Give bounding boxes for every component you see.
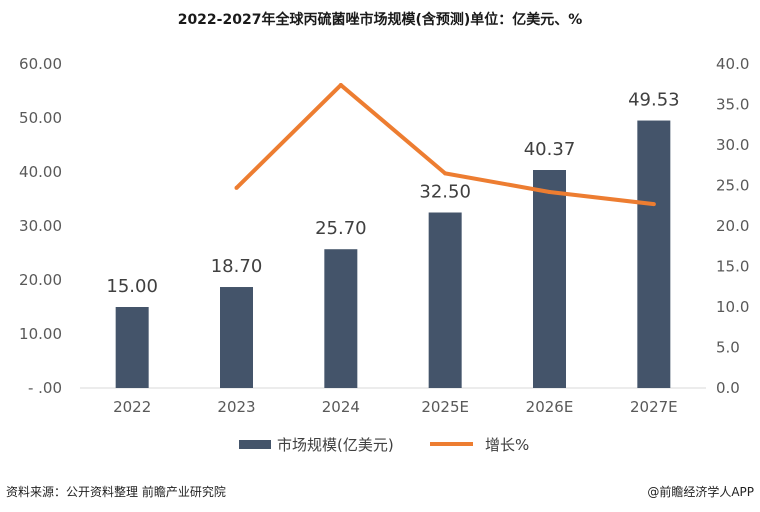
left-tick-label: 10.00 (19, 325, 62, 343)
bar (637, 120, 671, 389)
growth-point (547, 189, 552, 194)
bar (115, 307, 149, 388)
bar-value-label: 25.70 (315, 218, 367, 239)
bar-value-label: 49.53 (628, 90, 680, 111)
right-tick-label: 10.0 (716, 298, 749, 316)
x-tick-label: 2025E (421, 398, 469, 416)
growth-point (234, 185, 239, 190)
line-series (234, 83, 656, 207)
x-tick-label: 2022 (113, 398, 151, 416)
left-tick-label: 20.00 (19, 271, 62, 289)
bar (533, 170, 566, 388)
bar-value-label: 32.50 (419, 182, 471, 203)
bar (220, 287, 253, 388)
right-tick-label: 35.0 (716, 96, 749, 114)
chart-title: 2022-2027年全球丙硫菌唑市场规模(含预测)单位：亿美元、% (178, 11, 583, 28)
growth-point (651, 202, 656, 207)
left-tick-label: 40.00 (19, 163, 62, 181)
left-tick-label: 30.00 (19, 217, 62, 235)
x-tick-label: 2024 (322, 398, 360, 416)
bar-value-label: 18.70 (211, 256, 263, 277)
left-tick-label: 50.00 (19, 109, 62, 127)
source-note: 资料来源：公开资料整理 前瞻产业研究院 (6, 484, 226, 499)
legend-swatch-bar (239, 440, 271, 449)
right-axis: 0.0 5.0 10.0 15.0 20.0 25.0 30.0 35.0 40.0 (716, 55, 749, 397)
right-tick-label: 40.0 (716, 55, 749, 73)
x-tick-label: 2023 (217, 398, 255, 416)
legend-label-line: 增长% (485, 436, 529, 454)
legend-label-bar: 市场规模(亿美元) (277, 436, 394, 454)
bar-data-labels: 15.00 18.70 25.70 32.50 40.37 49.53 (106, 90, 679, 297)
growth-point (338, 83, 343, 88)
right-tick-label: 0.0 (716, 379, 740, 397)
credit-note: @前瞻经济学人APP (647, 484, 754, 499)
x-tick-label: 2026E (526, 398, 574, 416)
left-axis: - .00 10.00 20.00 30.00 40.00 50.00 60.00 (19, 55, 62, 397)
growth-point (443, 171, 448, 176)
right-tick-label: 20.0 (716, 217, 749, 235)
right-tick-label: 30.0 (716, 136, 749, 154)
bar-value-label: 40.37 (524, 139, 576, 160)
right-tick-label: 5.0 (716, 339, 740, 357)
bar (428, 212, 462, 388)
x-tick-label: 2027E (630, 398, 678, 416)
x-axis: 2022 2023 2024 2025E 2026E 2027E (113, 398, 678, 416)
right-tick-label: 15.0 (716, 258, 749, 276)
left-tick-label: - .00 (28, 379, 62, 397)
left-tick-label: 60.00 (19, 55, 62, 73)
legend: 市场规模(亿美元) 增长% (239, 436, 529, 454)
bar-value-label: 15.00 (106, 276, 158, 297)
bar-series (115, 120, 671, 389)
bar (324, 249, 358, 388)
right-tick-label: 25.0 (716, 177, 749, 195)
